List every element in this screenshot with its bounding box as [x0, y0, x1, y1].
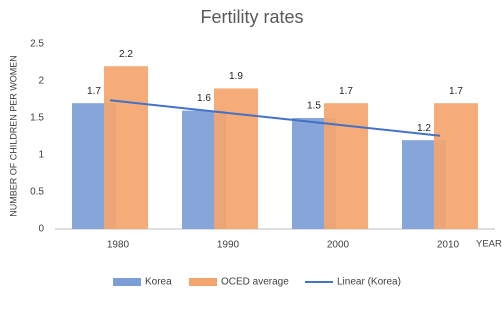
y-tick-label: 2: [38, 76, 44, 87]
bar: [434, 103, 478, 229]
data-label: 1.7: [449, 86, 463, 97]
legend-label: Linear (Korea): [337, 277, 401, 288]
legend-label: OCED average: [221, 277, 289, 288]
bar: [214, 88, 258, 230]
data-label: 1.6: [197, 93, 211, 104]
data-label: 1.7: [87, 86, 101, 97]
x-tick-label: 1990: [217, 240, 240, 251]
data-label: 1.9: [229, 71, 243, 82]
x-tick-label: 2000: [327, 240, 350, 251]
trend-line: [109, 99, 441, 137]
y-tick-label: 1: [38, 150, 44, 161]
legend-swatch: [113, 278, 141, 286]
data-label: 1.2: [417, 123, 431, 134]
data-label: 2.2: [119, 49, 133, 60]
bar: [324, 103, 368, 229]
x-tick-label: 2010: [437, 240, 460, 251]
chart-title: Fertility rates: [200, 7, 303, 27]
data-label: 1.5: [307, 101, 321, 112]
bar: [104, 66, 148, 229]
y-tick-label: 1.5: [30, 113, 44, 124]
x-axis-label: YEAR: [476, 239, 502, 250]
data-label: 1.7: [339, 86, 353, 97]
x-tick-label: 1980: [107, 240, 130, 251]
y-tick-label: 0: [38, 224, 44, 235]
y-tick-label: 2.5: [30, 39, 44, 50]
y-tick-label: 0.5: [30, 187, 44, 198]
y-axis-label: NUMBER OF CHILDREN PER WOMEN: [8, 55, 18, 217]
legend-swatch: [189, 278, 217, 286]
legend-label: Korea: [145, 277, 172, 288]
